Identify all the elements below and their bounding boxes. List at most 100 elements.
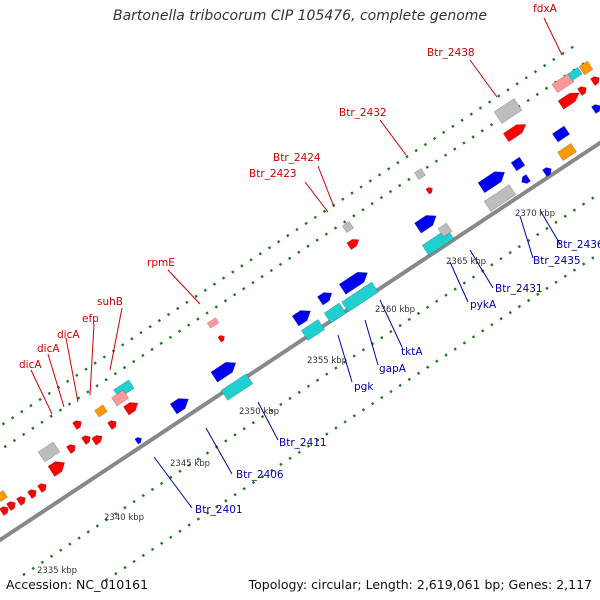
- minor-tick: [462, 141, 466, 145]
- minor-tick: [552, 57, 556, 62]
- minor-tick: [536, 292, 540, 297]
- minor-tick: [453, 147, 457, 151]
- minor-tick: [258, 252, 262, 256]
- minor-tick: [232, 293, 237, 297]
- minor-tick: [49, 414, 53, 418]
- accession-text: Accession: NC_010161: [6, 577, 149, 592]
- minor-tick: [508, 251, 512, 255]
- topology-summary: Topology: circular; Length: 2,619,061 bp…: [248, 577, 592, 592]
- minor-tick: [177, 329, 182, 333]
- minor-tick: [132, 499, 136, 504]
- minor-tick: [462, 281, 466, 285]
- gene-feature: [210, 361, 237, 383]
- gene-feature: [6, 501, 16, 511]
- gene-feature: [551, 72, 575, 94]
- minor-tick: [535, 92, 539, 97]
- minor-tick: [442, 130, 446, 135]
- minor-tick: [398, 183, 402, 188]
- minor-tick: [471, 135, 475, 139]
- minor-tick: [370, 202, 374, 206]
- minor-tick: [194, 294, 198, 298]
- minor-tick: [40, 560, 45, 564]
- minor-tick: [388, 189, 393, 194]
- minor-tick: [260, 274, 264, 279]
- minor-tick: [359, 185, 363, 189]
- minor-tick: [132, 359, 136, 364]
- minor-tick: [196, 457, 200, 461]
- minor-tick: [453, 347, 457, 351]
- minor-tick: [38, 397, 42, 402]
- minor-tick: [297, 450, 301, 454]
- gene-feature: [0, 506, 9, 516]
- minor-tick: [414, 148, 418, 153]
- minor-tick: [425, 165, 429, 169]
- leader-line: [449, 261, 469, 303]
- minor-tick: [315, 378, 320, 382]
- scale-label: 2360 kbp: [375, 305, 415, 315]
- gene-label: rpmE: [147, 257, 175, 269]
- gene-feature: [341, 281, 379, 313]
- gene-label: suhB: [97, 296, 123, 308]
- minor-tick: [306, 384, 311, 388]
- minor-tick: [187, 523, 191, 527]
- minor-tick: [536, 232, 540, 237]
- map-title: Bartonella tribocorum CIP 105476, comple…: [112, 8, 488, 24]
- minor-tick: [350, 191, 354, 195]
- gene-label: fdxA: [533, 3, 558, 15]
- leader-line: [337, 334, 353, 383]
- minor-tick: [278, 262, 283, 267]
- minor-tick: [223, 299, 228, 303]
- gene-feature: [107, 420, 117, 430]
- leader-line: [257, 401, 279, 441]
- minor-tick: [478, 106, 483, 110]
- minor-tick: [242, 287, 246, 291]
- minor-tick: [325, 372, 329, 376]
- minor-tick: [168, 335, 173, 339]
- gene-label: pgk: [354, 381, 374, 393]
- gene-feature: [338, 271, 368, 295]
- minor-tick: [95, 524, 100, 528]
- minor-tick: [102, 355, 106, 359]
- minor-tick: [554, 280, 558, 284]
- minor-tick: [387, 167, 391, 171]
- gene-feature: [414, 215, 437, 234]
- minor-tick: [20, 409, 24, 414]
- minor-tick: [398, 383, 402, 388]
- minor-tick: [31, 426, 35, 430]
- minor-tick: [178, 469, 182, 473]
- minor-tick: [517, 244, 522, 249]
- leader-line: [30, 369, 53, 415]
- minor-tick: [506, 88, 510, 92]
- minor-tick: [423, 142, 428, 147]
- leader-line: [205, 427, 233, 475]
- minor-tick: [176, 306, 180, 311]
- minor-tick: [104, 378, 108, 382]
- minor-tick: [231, 270, 235, 274]
- minor-tick: [251, 280, 255, 285]
- gene-feature: [16, 496, 26, 506]
- scale-label: 2355 kbp: [307, 356, 347, 366]
- minor-tick: [407, 377, 412, 382]
- minor-tick: [148, 324, 152, 329]
- minor-tick: [185, 300, 189, 305]
- minor-tick: [242, 427, 246, 431]
- minor-tick: [416, 371, 421, 375]
- minor-tick: [104, 578, 109, 582]
- minor-tick: [12, 438, 17, 443]
- minor-tick: [270, 468, 274, 473]
- leader-line: [539, 209, 561, 245]
- minor-tick: [591, 196, 595, 200]
- minor-tick: [196, 317, 200, 321]
- scale-label: 2345 kbp: [170, 459, 210, 469]
- minor-tick: [123, 565, 127, 570]
- scale-label: 2340 kbp: [104, 513, 144, 523]
- minor-tick: [221, 276, 226, 280]
- minor-tick: [260, 414, 265, 419]
- minor-tick: [324, 232, 329, 236]
- gene-feature: [557, 92, 580, 110]
- minor-tick: [276, 239, 281, 244]
- minor-tick: [77, 536, 81, 540]
- gene-label: Btr_2436: [556, 239, 600, 251]
- gene-feature: [483, 184, 517, 212]
- genome-backbone: [0, 140, 600, 543]
